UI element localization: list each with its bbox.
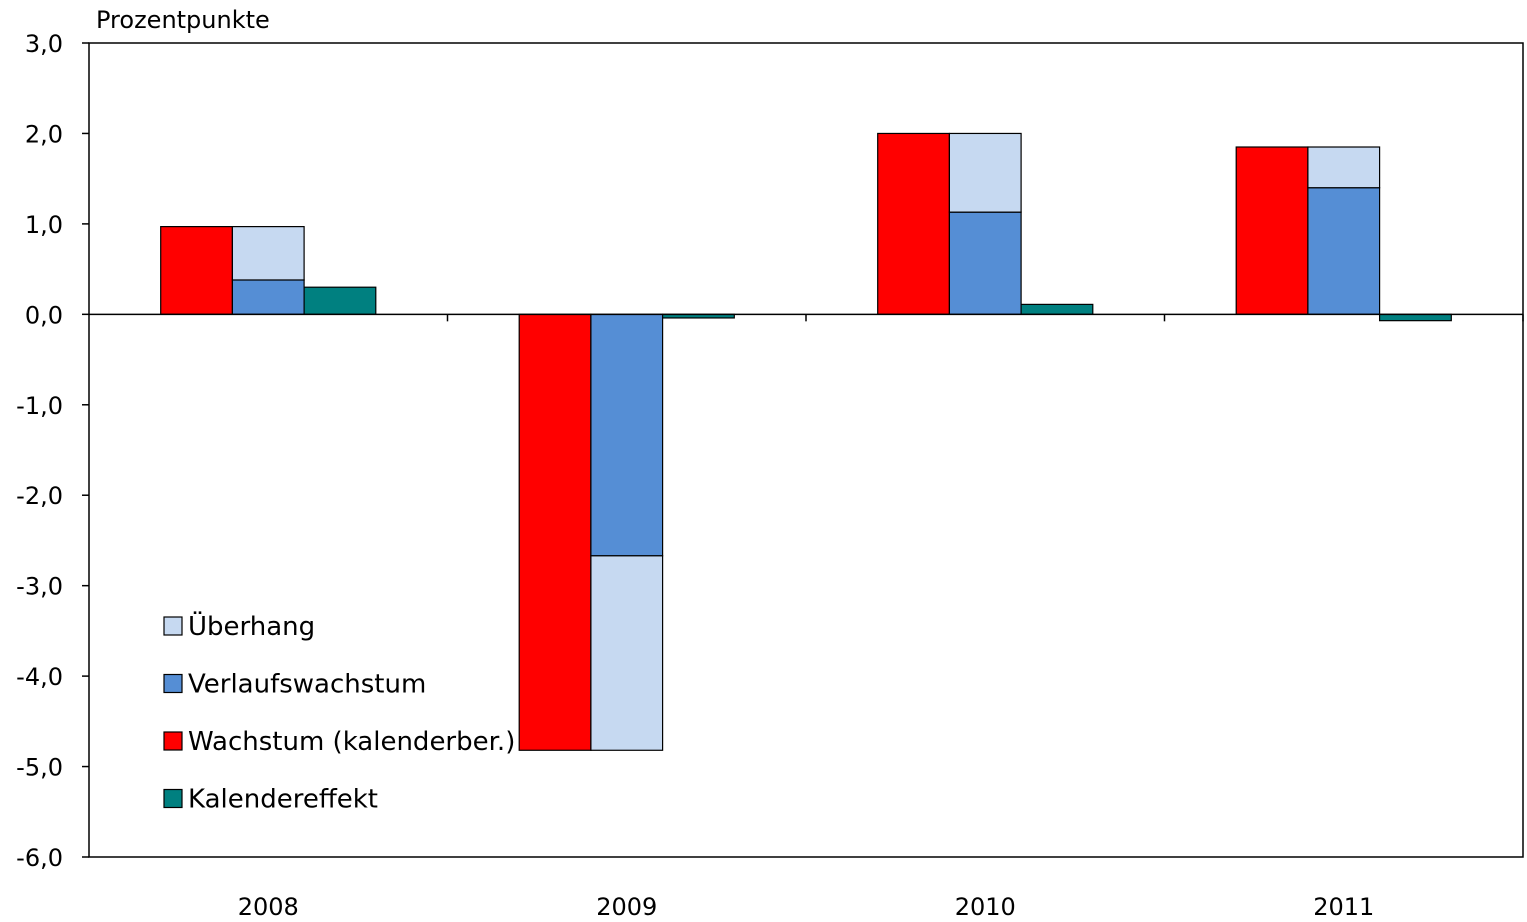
bar-verlaufswachstum-2008 bbox=[231, 279, 305, 315]
y-tick-label: -3,0 bbox=[16, 573, 63, 601]
y-tick-label: 1,0 bbox=[25, 211, 63, 239]
bar-verlaufswachstum-2010 bbox=[948, 211, 1022, 315]
bar-kalendereffekt-2008 bbox=[303, 286, 377, 315]
legend-label: Wachstum (kalenderber.) bbox=[188, 727, 515, 757]
bar-überhang-2010 bbox=[948, 132, 1022, 213]
legend-label: Überhang bbox=[188, 610, 315, 642]
plot-area-frame bbox=[88, 42, 1524, 858]
legend-swatch bbox=[163, 616, 183, 636]
bar-wachstum-kalenderber-2009 bbox=[518, 313, 592, 751]
x-axis: 2008 2009 2010 2011 bbox=[238, 314, 1524, 921]
y-tick-label: 2,0 bbox=[25, 120, 63, 148]
x-tick-label: 2008 bbox=[238, 893, 299, 921]
bars-layer bbox=[160, 132, 1452, 751]
bar-wachstum-kalenderber-2008 bbox=[160, 226, 233, 315]
y-tick-label: 3,0 bbox=[25, 30, 63, 58]
legend-swatch bbox=[163, 788, 183, 809]
y-tick-label: -1,0 bbox=[16, 392, 63, 420]
x-tick-label: 2011 bbox=[1313, 893, 1374, 921]
bar-verlaufswachstum-2009 bbox=[590, 313, 664, 557]
bar-überhang-2008 bbox=[231, 226, 305, 281]
bar-kalendereffekt-2010 bbox=[1020, 303, 1094, 315]
bar-wachstum-kalenderber-2010 bbox=[877, 132, 951, 315]
legend-label: Kalendereffekt bbox=[188, 785, 378, 815]
y-unit-label: Prozentpunkte bbox=[96, 6, 270, 34]
bar-wachstum-kalenderber-2011 bbox=[1235, 146, 1309, 315]
y-tick-label: 0,0 bbox=[25, 301, 63, 329]
bar-überhang-2009 bbox=[590, 555, 664, 751]
bar-kalendereffekt-2011 bbox=[1378, 313, 1452, 322]
y-tick-label: -6,0 bbox=[16, 844, 63, 872]
bar-verlaufswachstum-2011 bbox=[1307, 187, 1381, 315]
x-tick-label: 2009 bbox=[596, 893, 657, 921]
y-axis: 3,0 2,0 1,0 0,0 -1,0 -2,0 -3,0 -4,0 -5,0 -6,0 bbox=[16, 30, 89, 872]
x-tick-label: 2010 bbox=[955, 893, 1016, 921]
bar-überhang-2011 bbox=[1307, 146, 1381, 189]
y-tick-label: -5,0 bbox=[16, 754, 63, 782]
legend-swatch bbox=[163, 731, 183, 751]
legend-label: Verlaufswachstum bbox=[188, 670, 426, 700]
legend-swatch bbox=[163, 673, 183, 694]
y-tick-label: -4,0 bbox=[16, 663, 63, 691]
legend: Überhang Verlaufswachstum Wachstum (kalend… bbox=[163, 610, 515, 815]
y-tick-label: -2,0 bbox=[16, 482, 63, 510]
